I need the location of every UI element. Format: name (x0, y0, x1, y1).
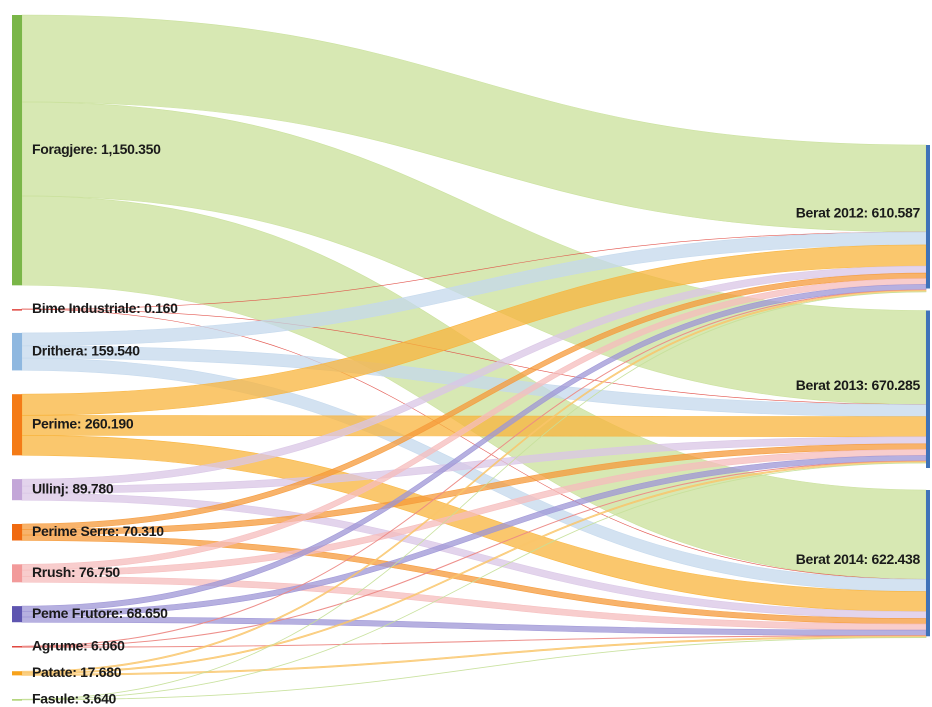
source-node (12, 699, 22, 701)
source-label: Ullinj: 89.780 (32, 480, 114, 496)
target-node (926, 145, 930, 289)
source-node (12, 309, 22, 311)
source-label: Drithera: 159.540 (32, 342, 140, 358)
source-label: Fasule: 3.640 (32, 690, 117, 706)
target-label: Berat 2012: 610.587 (796, 205, 921, 221)
source-label: Agrume: 6.060 (32, 637, 125, 653)
source-label: Perime: 260.190 (32, 415, 134, 431)
source-node (12, 394, 22, 456)
source-node (12, 332, 22, 371)
source-label: Foragjere: 1,150.350 (32, 141, 161, 157)
source-label: Perime Serre: 70.310 (32, 523, 164, 539)
source-node (12, 479, 22, 501)
links (21, 14, 927, 701)
source-node (12, 15, 22, 286)
target-node (926, 310, 930, 469)
source-node (12, 671, 22, 676)
source-label: Patate: 17.680 (32, 664, 122, 680)
target-label: Berat 2014: 622.438 (796, 551, 921, 567)
target-node (926, 490, 930, 637)
source-label: Peme Frutore: 68.650 (32, 605, 168, 621)
source-label: Rrush: 76.750 (32, 564, 120, 580)
source-node (12, 564, 22, 583)
flow-link (21, 637, 927, 701)
source-node (12, 606, 22, 623)
target-label: Berat 2013: 670.285 (796, 377, 921, 393)
flow-link (21, 291, 927, 700)
source-node (12, 646, 22, 648)
source-label: Bime Industriale: 0.160 (32, 300, 178, 316)
source-node (12, 523, 22, 541)
